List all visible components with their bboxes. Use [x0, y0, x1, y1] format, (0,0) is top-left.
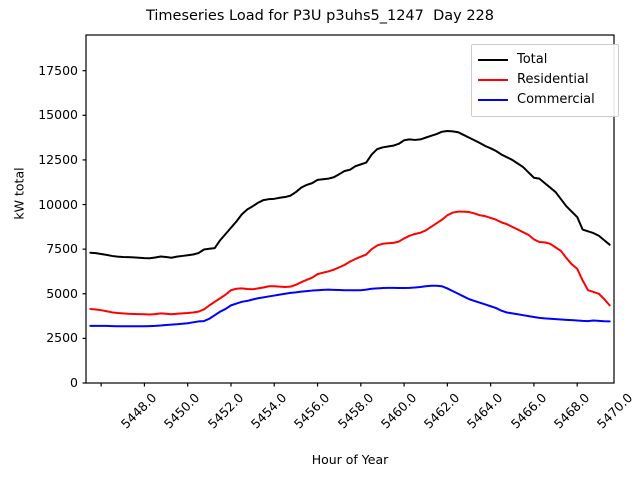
y-tick-label: 2500	[46, 330, 78, 346]
x-axis-label: Hour of Year	[311, 452, 389, 467]
y-tick-label: 0	[70, 375, 78, 390]
y-tick-label: 12500	[38, 151, 78, 167]
legend-item-commercial[interactable]: Commercial	[478, 90, 612, 110]
legend-label: Residential	[517, 72, 589, 87]
legend-item-total[interactable]: Total	[478, 50, 612, 70]
series-line-residential	[89, 210, 611, 316]
legend-swatch-total-icon	[478, 59, 508, 61]
series-line-total	[89, 130, 611, 260]
y-tick-label: 7500	[46, 241, 78, 257]
y-tick-label: 10000	[38, 196, 78, 212]
legend-swatch-residential-icon	[478, 79, 508, 81]
chart-legend: Total Residential Commercial	[471, 44, 619, 117]
y-tick-label: 15000	[38, 107, 78, 123]
legend-label: Total	[517, 52, 548, 67]
y-tick-label: 5000	[46, 285, 78, 301]
legend-label: Commercial	[517, 92, 595, 107]
chart-title: Timeseries Load for P3U p3uhs5_1247 Day …	[145, 8, 495, 24]
legend-item-residential[interactable]: Residential	[478, 70, 612, 90]
series-line-commercial	[89, 284, 611, 328]
series-lines	[89, 130, 611, 328]
y-tick-label: 17500	[38, 62, 78, 78]
tick-marks	[82, 70, 578, 387]
legend-swatch-commercial-icon	[478, 99, 508, 101]
axes-frame	[85, 34, 615, 384]
